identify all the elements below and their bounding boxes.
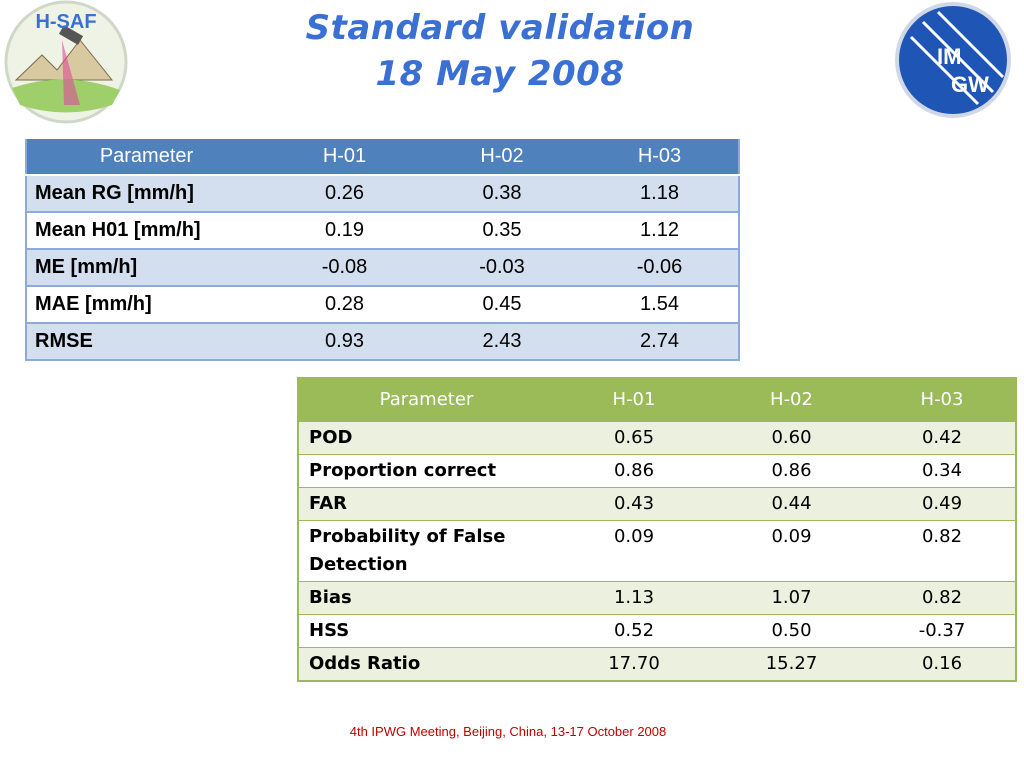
value-cell: 0.82 [869, 520, 1016, 582]
value-cell: 0.35 [423, 211, 581, 250]
value-cell: 17.70 [554, 647, 714, 681]
value-cell: 2.43 [423, 322, 581, 360]
footer: 4th IPWG Meeting, Beijing, China, 13-17 … [349, 724, 667, 739]
row: POD 0.65 0.60 0.42 [298, 421, 1016, 455]
row-label: POD [298, 421, 554, 455]
row-label: ME [mm/h] [26, 248, 266, 286]
value-cell: 0.09 [554, 520, 714, 582]
value-cell: 0.38 [423, 174, 581, 212]
value-cell: 1.07 [714, 581, 869, 615]
row-label: MAE [mm/h] [26, 285, 266, 324]
value-cell: -0.37 [869, 614, 1016, 648]
header-cell: H-01 [266, 137, 423, 175]
value-cell: 0.28 [266, 285, 423, 324]
row-label: RMSE [26, 322, 266, 360]
row-label: Mean H01 [mm/h] [26, 211, 266, 250]
row: Mean RG [mm/h] 0.26 0.38 1.18 [26, 174, 739, 212]
value-cell: 0.65 [554, 421, 714, 455]
header-cell: H-02 [714, 377, 869, 422]
value-cell: 0.86 [714, 454, 869, 488]
row-label: HSS [298, 614, 554, 648]
value-cell: 0.60 [714, 421, 869, 455]
row-label: FAR [298, 487, 554, 521]
row-label: Probability of False Detection [298, 520, 554, 582]
value-cell: -0.03 [423, 248, 581, 286]
table-continuous: Parameter H-01 H-02 H-03 Mean RG [mm/h] 0.26 0… [25, 137, 740, 361]
value-cell: 1.12 [581, 211, 739, 250]
table-categorical: Parameter H-01 H-02 H-03 POD 0.65 0.60 0.42 Prop… [297, 377, 1017, 682]
value-cell: 0.34 [869, 454, 1016, 488]
header-row: Parameter H-01 H-02 H-03 [26, 137, 739, 175]
value-cell: 0.49 [869, 487, 1016, 521]
value-cell: 0.52 [554, 614, 714, 648]
header-cell: H-03 [581, 137, 739, 175]
logo-imgw: IM GW [895, 2, 1011, 118]
header-cell: H-02 [423, 137, 581, 175]
logo-text: GW [951, 72, 989, 97]
row: Probability of False Detection 0.09 0.09 0.… [298, 520, 1016, 582]
value-cell: 0.86 [554, 454, 714, 488]
row: Proportion correct 0.86 0.86 0.34 [298, 454, 1016, 488]
row: ME [mm/h] -0.08 -0.03 -0.06 [26, 248, 739, 286]
header-cell: Parameter [298, 377, 554, 422]
value-cell: 15.27 [714, 647, 869, 681]
value-cell: 0.42 [869, 421, 1016, 455]
value-cell: 0.45 [423, 285, 581, 324]
logo-text: IM [937, 44, 961, 69]
row-label: Odds Ratio [298, 647, 554, 681]
value-cell: 1.13 [554, 581, 714, 615]
logo-text: H-SAF [35, 11, 96, 33]
value-cell: 0.82 [869, 581, 1016, 615]
header-cell: Parameter [26, 137, 266, 175]
value-cell: 1.54 [581, 285, 739, 324]
row: MAE [mm/h] 0.28 0.45 1.54 [26, 285, 739, 324]
value-cell: 0.19 [266, 211, 423, 250]
title: 18 May 2008 [375, 54, 625, 94]
value-cell: 0.43 [554, 487, 714, 521]
row-label: Bias [298, 581, 554, 615]
value-cell: 0.50 [714, 614, 869, 648]
value-cell: 1.18 [581, 174, 739, 212]
row: FAR 0.43 0.44 0.49 [298, 487, 1016, 521]
value-cell: 0.44 [714, 487, 869, 521]
value-cell: 0.26 [266, 174, 423, 212]
row-label: Mean RG [mm/h] [26, 174, 266, 212]
row: RMSE 0.93 2.43 2.74 [26, 322, 739, 360]
value-cell: 0.16 [869, 647, 1016, 681]
header-cell: H-01 [554, 377, 714, 422]
row: Mean H01 [mm/h] 0.19 0.35 1.12 [26, 211, 739, 250]
value-cell: 0.93 [266, 322, 423, 360]
logo-hsaf: H-SAF [4, 0, 128, 124]
value-cell: 0.09 [714, 520, 869, 582]
header-row: Parameter H-01 H-02 H-03 [298, 377, 1016, 422]
value-cell: 2.74 [581, 322, 739, 360]
value-cell: -0.06 [581, 248, 739, 286]
row-label: Proportion correct [298, 454, 554, 488]
row: HSS 0.52 0.50 -0.37 [298, 614, 1016, 648]
row: Bias 1.13 1.07 0.82 [298, 581, 1016, 615]
header-cell: H-03 [869, 377, 1016, 422]
row: Odds Ratio 17.70 15.27 0.16 [298, 647, 1016, 681]
value-cell: -0.08 [266, 248, 423, 286]
title: Standard validation [305, 8, 695, 48]
